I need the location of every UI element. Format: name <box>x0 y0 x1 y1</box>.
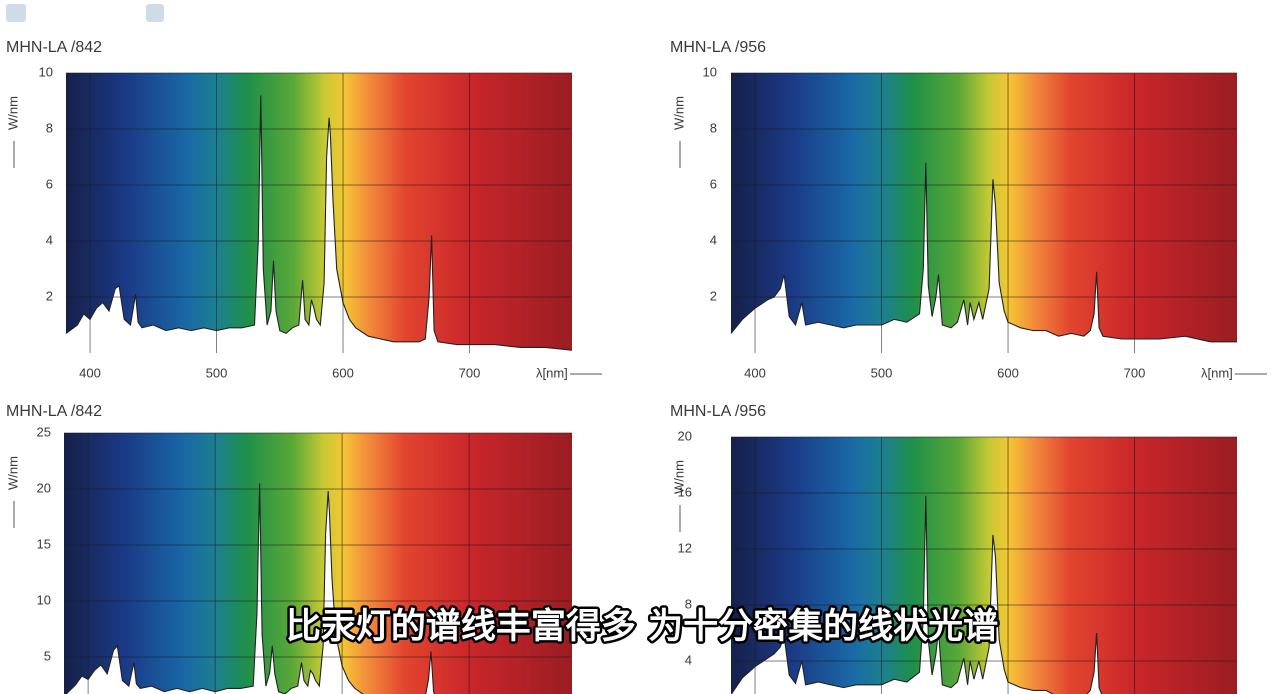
x-tick-label: 400 <box>744 365 766 380</box>
y-axis-label: W/nm <box>671 460 686 494</box>
plot-background <box>66 73 572 353</box>
area-fill <box>731 495 1102 694</box>
spectrum-line <box>65 95 573 351</box>
chart-title: MHN-LA /842 <box>6 39 102 56</box>
x-tick-label: 500 <box>871 365 893 380</box>
icon <box>146 4 164 22</box>
y-tick-label: 20 <box>37 480 51 495</box>
chart-title: MHN-LA /956 <box>670 403 766 420</box>
x-axis-label: λ[nm] <box>536 365 568 380</box>
area-fill <box>66 483 435 694</box>
y-axis-label: W/nm <box>5 96 20 130</box>
y-tick-label: 4 <box>46 232 53 247</box>
y-tick-label: 8 <box>46 120 53 135</box>
y-tick-label: 15 <box>37 536 51 551</box>
y-tick-label: 8 <box>710 120 717 135</box>
x-tick-label: 600 <box>332 365 354 380</box>
x-tick-label: 600 <box>997 365 1019 380</box>
x-tick-label: 700 <box>459 365 481 380</box>
y-tick-label: 4 <box>710 232 717 247</box>
x-tick-label: 500 <box>206 365 228 380</box>
y-tick-label: 2 <box>46 288 53 303</box>
x-tick-label: 700 <box>1124 365 1146 380</box>
plot-background <box>731 437 1237 694</box>
icon <box>6 4 26 22</box>
spectrum-line <box>730 495 1103 694</box>
chart-title: MHN-LA /956 <box>670 39 766 56</box>
caption: 比汞灯的谱线丰富得多 为十分密集的线状光谱 <box>286 606 998 647</box>
chart-title: MHN-LA /842 <box>6 403 102 420</box>
y-tick-label: 10 <box>37 592 51 607</box>
y-tick-label: 5 <box>44 648 51 663</box>
spectrum-line <box>730 162 1237 343</box>
plot-background <box>64 433 572 694</box>
y-tick-label: 20 <box>678 428 692 443</box>
y-tick-label: 2 <box>710 288 717 303</box>
charts: MHN-LA /842 2 4 6 8 10 400 500 600 700 W/nm λ[nm] MH… <box>5 39 1267 694</box>
y-axis-label: W/nm <box>671 96 686 130</box>
spectrum-line <box>65 483 436 694</box>
y-tick-label: 10 <box>703 64 717 79</box>
y-tick-label: 10 <box>39 64 53 79</box>
y-tick-label: 8 <box>685 596 692 611</box>
y-tick-label: 4 <box>685 652 692 667</box>
y-tick-label: 16 <box>678 484 692 499</box>
area-fill <box>66 95 572 354</box>
y-tick-label: 12 <box>678 540 692 555</box>
y-tick-label: 6 <box>46 176 53 191</box>
y-tick-label: 25 <box>37 424 51 439</box>
x-axis-label: λ[nm] <box>1201 365 1233 380</box>
y-tick-label: 6 <box>710 176 717 191</box>
y-axis-label: W/nm <box>5 456 20 490</box>
plot-background <box>731 73 1237 353</box>
x-tick-label: 400 <box>79 365 101 380</box>
